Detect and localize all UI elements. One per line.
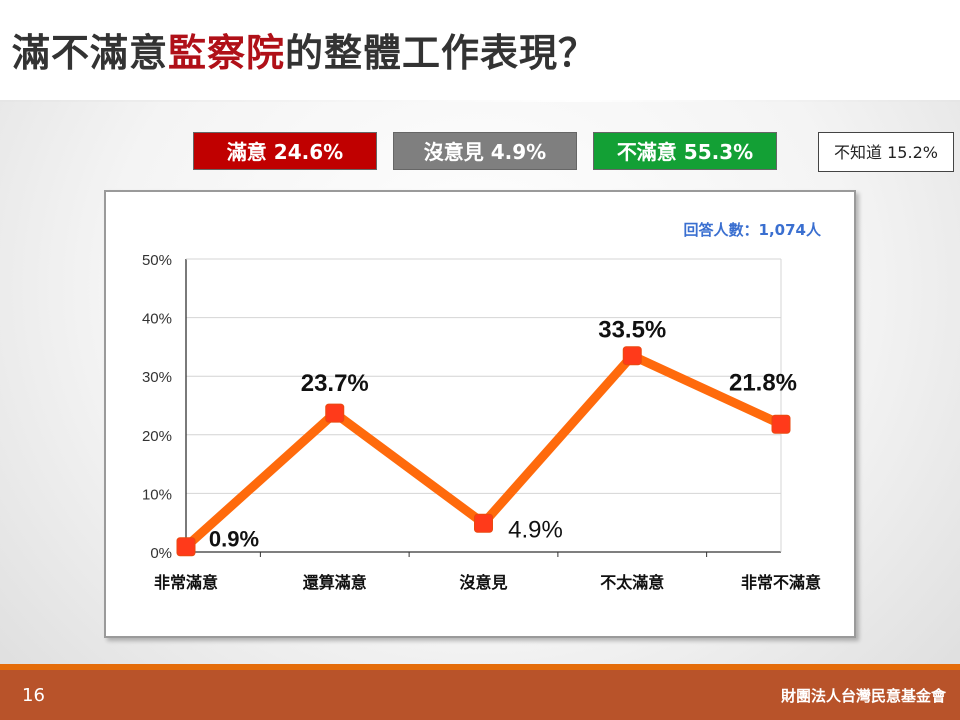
y-tick-label: 10% (142, 486, 172, 503)
title-divider (0, 100, 960, 102)
x-category-label: 還算滿意 (303, 573, 367, 592)
y-tick-label: 0% (150, 545, 172, 562)
page-number: 16 (22, 685, 45, 706)
data-point (176, 537, 196, 557)
title-highlight: 監察院 (168, 31, 286, 75)
y-tick-label: 40% (142, 311, 172, 328)
data-point (622, 346, 642, 366)
data-point (474, 513, 493, 533)
data-point (325, 403, 345, 423)
summary-no-opinion-box: 沒意見 4.9% (393, 132, 577, 170)
chart-frame: 0% 10% 20% 30% 40% 50% 非常滿意 還算滿意 沒意見 不太滿意 非常不滿意 0.9… (104, 190, 856, 638)
data-label: 0.9% (209, 527, 259, 552)
y-tick-label: 20% (142, 428, 172, 445)
title-bar: 滿不滿意監察院的整體工作表現？ (0, 0, 960, 100)
line-chart: 0% 10% 20% 30% 40% 50% 非常滿意 還算滿意 沒意見 不太滿意 非常不滿意 0.9… (142, 221, 822, 592)
footer-bar: 16 財團法人台灣民意基金會 (0, 670, 960, 720)
data-label: 33.5% (598, 317, 666, 344)
data-label: 21.8% (729, 369, 797, 396)
x-category-label: 非常不滿意 (741, 573, 821, 592)
y-tick-label: 50% (142, 252, 172, 269)
title-part2: 的整體工作表現？ (285, 31, 598, 75)
summary-dissatisfied-box: 不滿意 55.3% (593, 132, 777, 170)
x-category-label: 不太滿意 (600, 573, 664, 592)
respondents-annotation: 回答人數：1,074人 (684, 221, 822, 239)
page-title: 滿不滿意監察院的整體工作表現？ (12, 22, 597, 77)
x-category-label: 沒意見 (459, 573, 507, 592)
data-label: 4.9% (508, 516, 563, 543)
data-label: 23.7% (301, 370, 369, 397)
summary-satisfied-box: 滿意 24.6% (193, 132, 377, 170)
footer-divider (0, 664, 960, 670)
x-category-label: 非常滿意 (154, 573, 218, 592)
y-tick-label: 30% (142, 369, 172, 386)
summary-dont-know-box: 不知道 15.2% (818, 132, 954, 172)
data-point (771, 414, 791, 434)
organization-name: 財團法人台灣民意基金會 (780, 687, 946, 705)
title-part1: 滿不滿意 (12, 31, 169, 75)
